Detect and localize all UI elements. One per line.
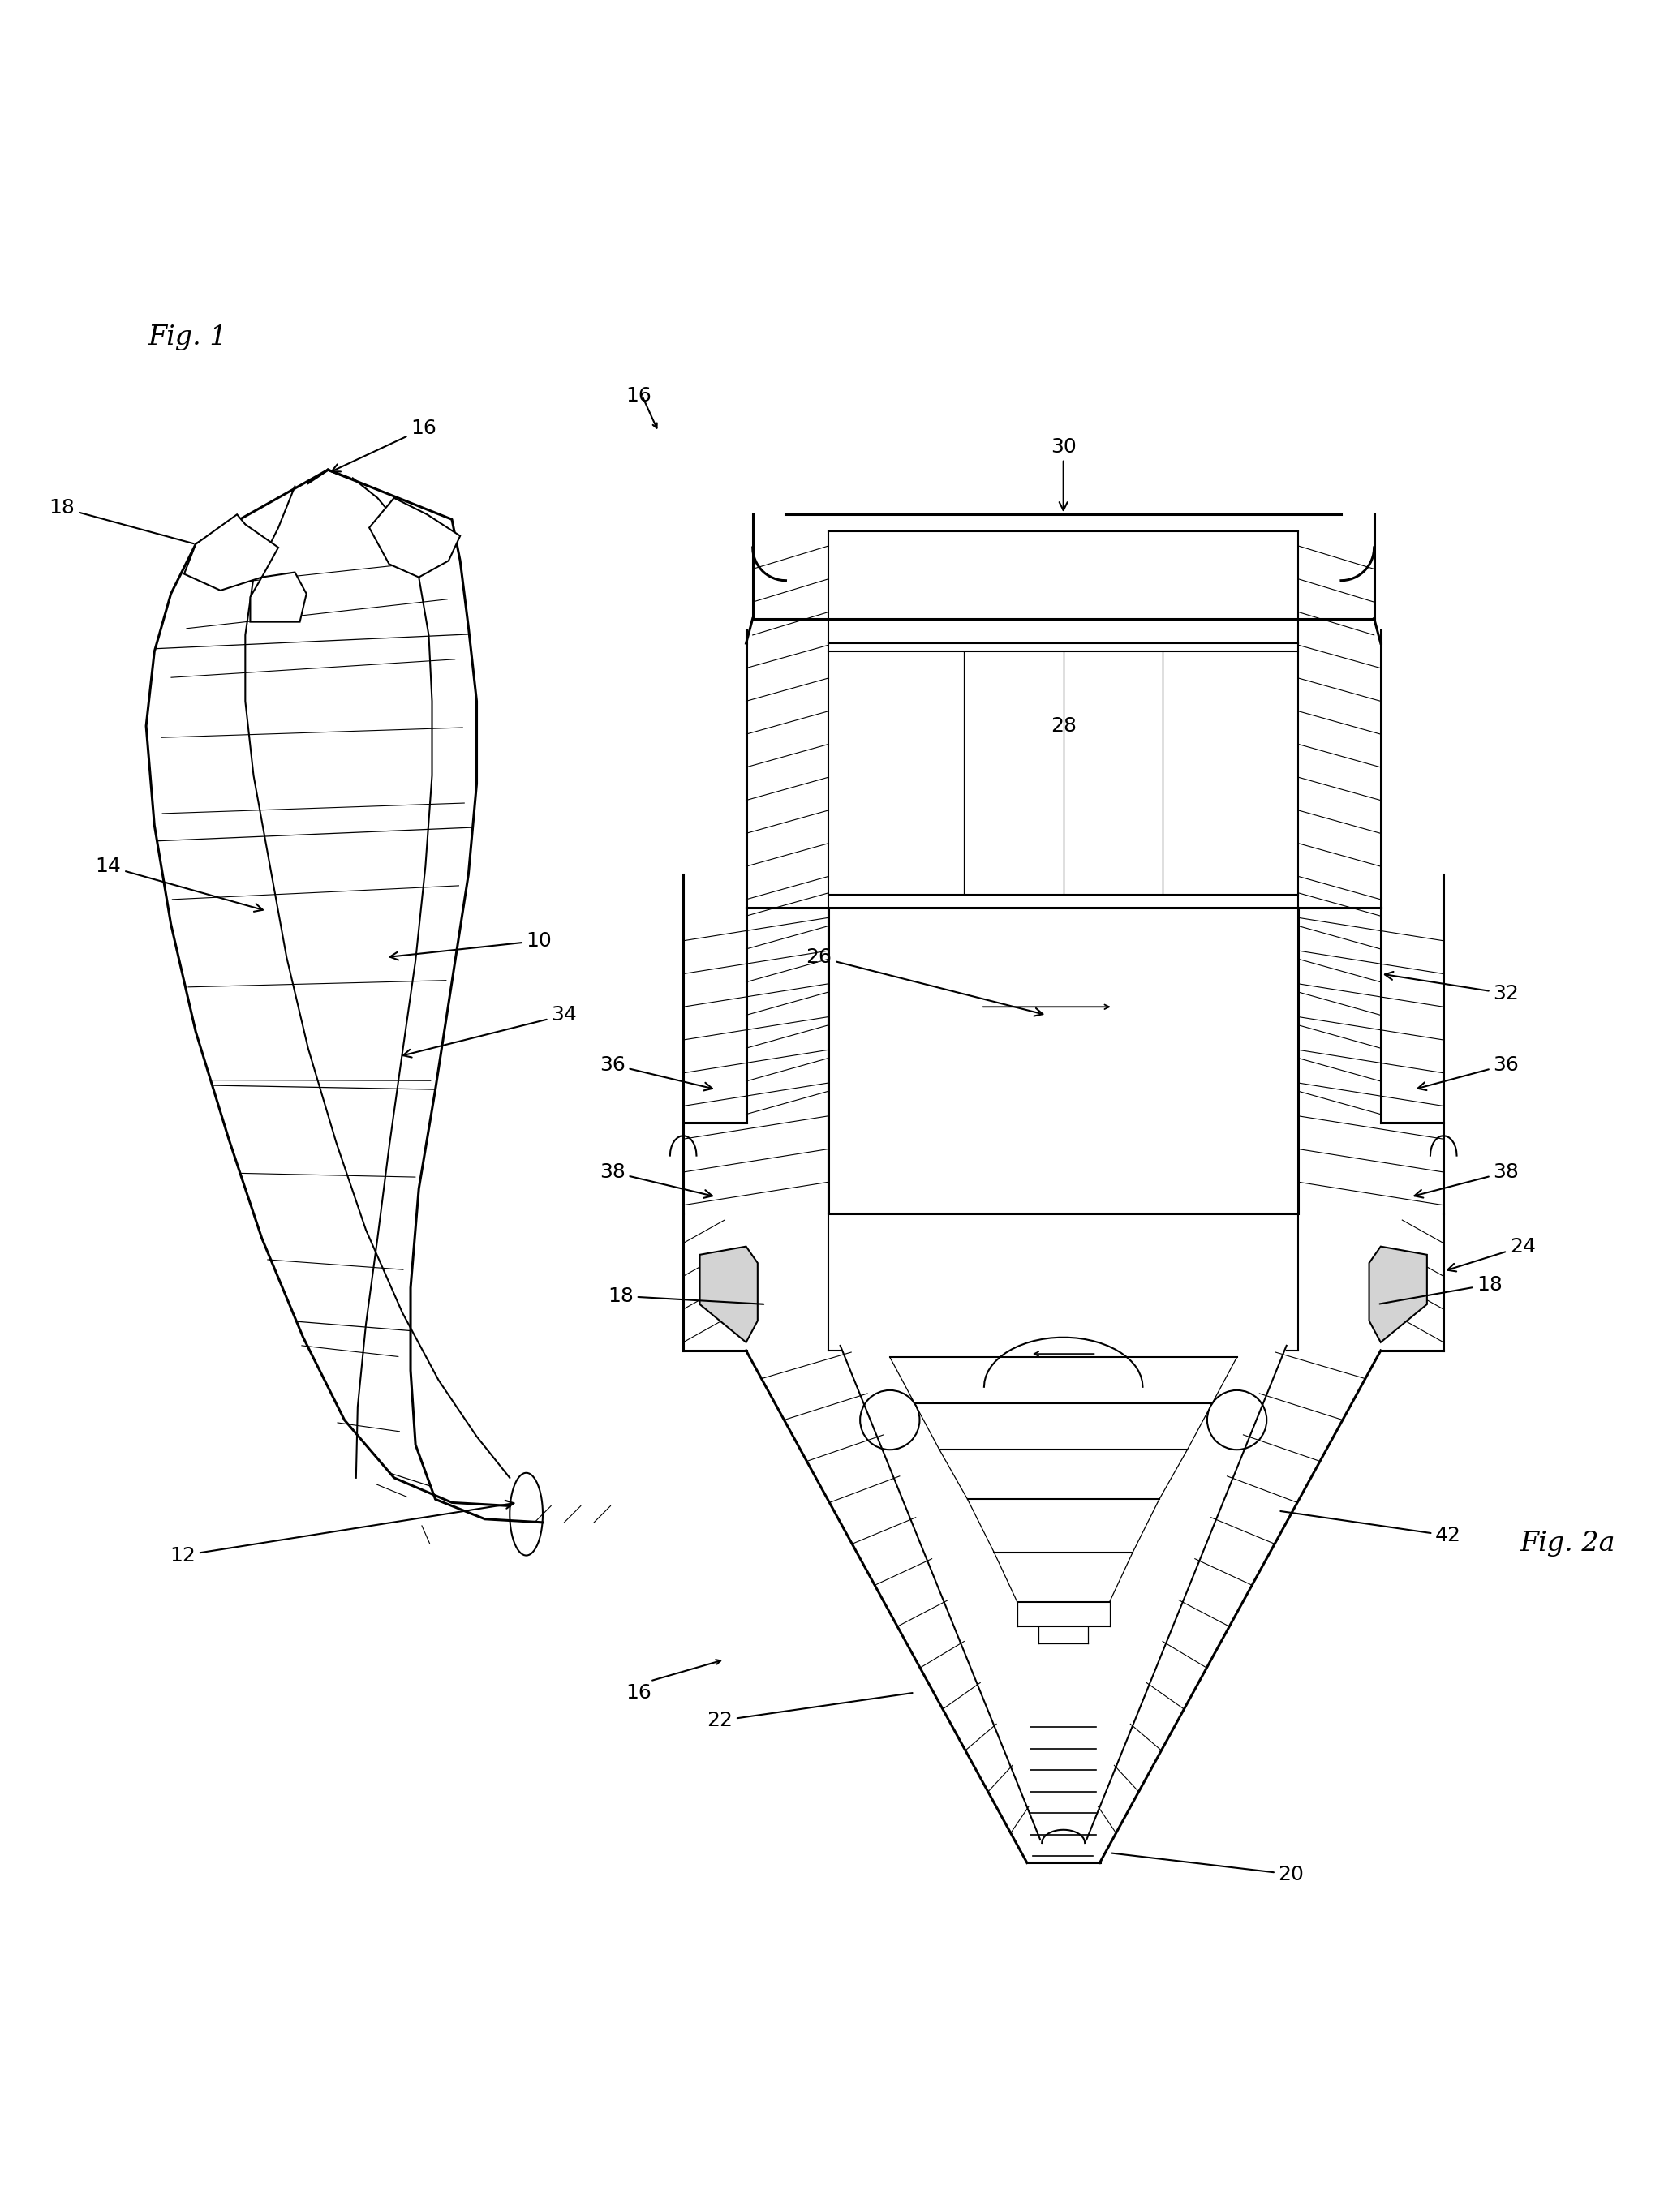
Text: 38: 38: [599, 1161, 712, 1199]
Polygon shape: [701, 1245, 757, 1343]
Polygon shape: [250, 573, 306, 622]
Polygon shape: [185, 515, 278, 591]
Text: 24: 24: [1448, 1237, 1536, 1272]
Text: 16: 16: [331, 418, 436, 471]
Text: 16: 16: [626, 385, 651, 405]
Bar: [829, 907, 1298, 1214]
Text: 26: 26: [805, 947, 1043, 1015]
Text: 32: 32: [1384, 971, 1519, 1004]
Text: 36: 36: [1418, 1055, 1519, 1091]
Text: 20: 20: [1112, 1854, 1305, 1885]
Text: 18: 18: [50, 498, 193, 544]
Text: 36: 36: [599, 1055, 712, 1091]
Text: Fig. 1: Fig. 1: [148, 325, 226, 352]
Text: 30: 30: [1050, 438, 1077, 511]
Text: 28: 28: [1050, 717, 1077, 737]
Text: 22: 22: [707, 1692, 912, 1730]
Text: 34: 34: [403, 1006, 577, 1057]
Polygon shape: [1369, 1245, 1428, 1343]
Text: 14: 14: [95, 856, 263, 911]
Text: 10: 10: [389, 931, 552, 960]
Text: 18: 18: [1379, 1274, 1503, 1303]
Text: 12: 12: [170, 1500, 514, 1566]
Text: 42: 42: [1281, 1511, 1461, 1546]
Text: 16: 16: [626, 1683, 651, 1703]
Text: 38: 38: [1414, 1161, 1519, 1197]
Text: 18: 18: [607, 1287, 764, 1305]
Text: Fig. 2a: Fig. 2a: [1519, 1531, 1616, 1557]
Polygon shape: [369, 498, 461, 577]
